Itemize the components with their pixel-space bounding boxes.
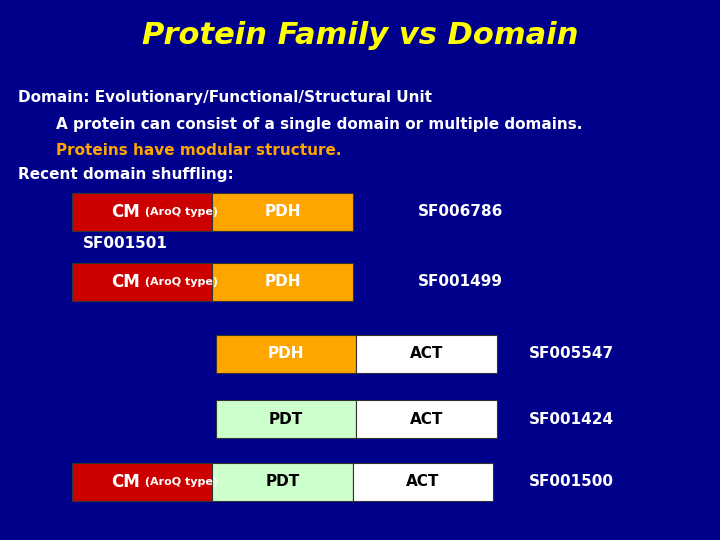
Text: SF006786: SF006786 [418,205,503,219]
Text: (AroQ type): (AroQ type) [141,277,218,287]
Text: SF001501: SF001501 [83,236,168,251]
Text: PDT: PDT [266,475,300,489]
FancyBboxPatch shape [356,335,497,373]
Text: (AroQ type): (AroQ type) [141,207,218,217]
Text: PDT: PDT [269,411,303,427]
Text: PDH: PDH [268,347,305,361]
Text: ACT: ACT [406,475,440,489]
Text: A protein can consist of a single domain or multiple domains.: A protein can consist of a single domain… [35,117,582,132]
FancyBboxPatch shape [212,463,353,501]
Text: CM: CM [112,473,140,491]
FancyBboxPatch shape [212,193,353,231]
Text: SF001499: SF001499 [418,274,503,289]
Text: CM: CM [112,273,140,291]
FancyBboxPatch shape [72,463,212,501]
FancyBboxPatch shape [212,263,353,301]
Text: ACT: ACT [410,347,444,361]
Text: ACT: ACT [410,411,444,427]
FancyBboxPatch shape [356,400,497,438]
FancyBboxPatch shape [216,400,356,438]
FancyBboxPatch shape [353,463,493,501]
Text: PDH: PDH [264,274,301,289]
Text: Protein Family vs Domain: Protein Family vs Domain [142,21,578,50]
FancyBboxPatch shape [72,263,212,301]
Text: (AroQ type): (AroQ type) [141,477,218,487]
Text: SF001500: SF001500 [529,475,614,489]
FancyBboxPatch shape [72,193,212,231]
Text: CM: CM [112,203,140,221]
Text: PDH: PDH [264,205,301,219]
Text: SF001424: SF001424 [529,411,614,427]
FancyBboxPatch shape [216,335,356,373]
Text: Recent domain shuffling:: Recent domain shuffling: [18,167,234,182]
Text: SF005547: SF005547 [529,347,614,361]
Text: Proteins have modular structure.: Proteins have modular structure. [35,143,341,158]
Text: Domain: Evolutionary/Functional/Structural Unit: Domain: Evolutionary/Functional/Structur… [18,90,432,105]
